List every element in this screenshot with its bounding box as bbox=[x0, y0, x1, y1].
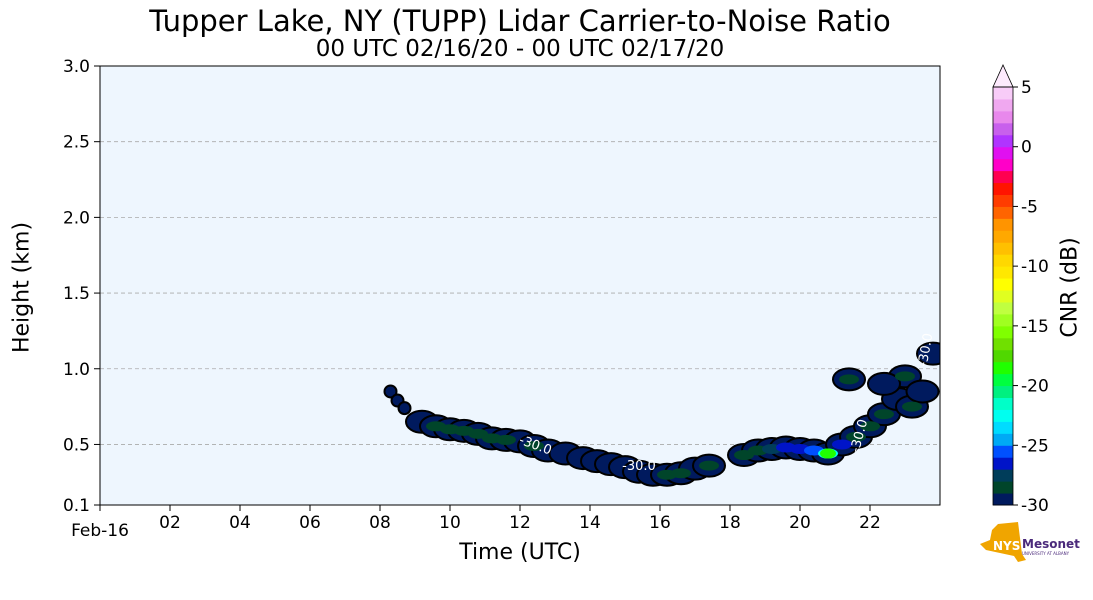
colorbar-band bbox=[993, 218, 1013, 231]
colorbar-band bbox=[993, 146, 1013, 160]
echo-cell bbox=[383, 384, 398, 399]
contour-label: -30.0 bbox=[622, 459, 656, 474]
colorbar-band bbox=[993, 349, 1013, 363]
echo-cell-core bbox=[524, 440, 544, 451]
chart-subtitle: 00 UTC 02/16/20 - 00 UTC 02/17/20 bbox=[315, 36, 725, 62]
colorbar-band bbox=[993, 278, 1013, 291]
colorbar-band bbox=[993, 98, 1013, 112]
y-tick-label: 2.5 bbox=[63, 133, 90, 153]
colorbar-band bbox=[993, 421, 1013, 434]
colorbar-tick-label: -25 bbox=[1021, 436, 1049, 456]
colorbar-band bbox=[993, 445, 1013, 458]
colorbar-band bbox=[993, 493, 1013, 506]
colorbar-band bbox=[993, 254, 1013, 267]
x-tick-label: 18 bbox=[719, 513, 741, 533]
echo-cell-core bbox=[699, 460, 719, 471]
contour-label: -30.0 bbox=[916, 332, 937, 368]
colorbar-band bbox=[993, 373, 1013, 387]
nys-mesonet-logo: NYS Mesonet UNIVERSITY AT ALBANY bbox=[980, 520, 1080, 565]
y-tick-label: 1.0 bbox=[63, 360, 90, 380]
colorbar-band bbox=[993, 158, 1013, 172]
y-tick-label: 2.0 bbox=[63, 208, 90, 228]
colorbar-band bbox=[993, 397, 1013, 410]
echo-cell-core bbox=[874, 409, 894, 420]
x-tick-label: 04 bbox=[229, 513, 251, 533]
colorbar-band bbox=[993, 242, 1013, 255]
colorbar-band bbox=[993, 481, 1013, 494]
echo-cell-core bbox=[839, 374, 859, 385]
x-tick-label: 06 bbox=[299, 513, 321, 533]
colorbar-band bbox=[993, 122, 1013, 136]
colorbar-band bbox=[993, 266, 1013, 279]
echo-cell-core bbox=[496, 434, 516, 445]
colorbar-band bbox=[993, 194, 1013, 207]
x-tick-label: 16 bbox=[649, 513, 671, 533]
colorbar-band bbox=[993, 433, 1013, 446]
x-tick-label: 20 bbox=[789, 513, 811, 533]
x-tick-label: 14 bbox=[579, 513, 601, 533]
colorbar-band bbox=[993, 385, 1013, 399]
echo-cell bbox=[397, 401, 412, 416]
colorbar-tick-label: 0 bbox=[1021, 138, 1032, 158]
svg-text:NYS: NYS bbox=[993, 539, 1020, 553]
echo-layer bbox=[383, 341, 940, 487]
echo-cell bbox=[867, 371, 901, 396]
colorbar-tick-label: 5 bbox=[1021, 78, 1032, 98]
colorbar-band bbox=[993, 325, 1013, 339]
colorbar-band bbox=[993, 290, 1013, 303]
y-tick-label: 1.5 bbox=[63, 284, 90, 304]
y-tick-label: 0.5 bbox=[63, 435, 90, 455]
y-tick-label: 3.0 bbox=[63, 57, 90, 77]
svg-text:UNIVERSITY AT ALBANY: UNIVERSITY AT ALBANY bbox=[1022, 551, 1070, 556]
chart-title: Tupper Lake, NY (TUPP) Lidar Carrier-to-… bbox=[149, 4, 891, 38]
y-tick-label: 0.1 bbox=[63, 496, 90, 516]
echo-cell-core bbox=[846, 431, 866, 442]
colorbar-frame bbox=[992, 86, 1014, 506]
colorbar-tick-label: -10 bbox=[1021, 257, 1049, 277]
colorbar-tick-label: -5 bbox=[1021, 197, 1038, 217]
echo-cell bbox=[905, 379, 940, 404]
colorbar-band bbox=[993, 409, 1013, 422]
colorbar-band bbox=[993, 206, 1013, 219]
x-tick-label: 08 bbox=[369, 513, 391, 533]
echo-cell-peak bbox=[820, 448, 836, 459]
colorbar-band bbox=[993, 182, 1013, 195]
colorbar-band bbox=[993, 110, 1013, 124]
colorbar-band bbox=[993, 170, 1013, 184]
plot-frame bbox=[99, 65, 941, 506]
echo-cell-core bbox=[895, 371, 915, 382]
colorbar-band bbox=[993, 337, 1013, 351]
echo-cell-core bbox=[671, 468, 691, 479]
colorbar-band bbox=[993, 313, 1013, 327]
x-tick-label: 22 bbox=[859, 513, 881, 533]
x-tick-label: 12 bbox=[509, 513, 531, 533]
colorbar-extend-arrow bbox=[992, 64, 1014, 88]
colorbar-band bbox=[993, 134, 1013, 148]
colorbar-tick-label: -15 bbox=[1021, 317, 1049, 337]
x-tick-label: 10 bbox=[439, 513, 461, 533]
colorbar-band bbox=[993, 469, 1013, 482]
echo-cell-core bbox=[832, 439, 852, 450]
echo-cell-core bbox=[860, 421, 880, 432]
x-axis-label: Time (UTC) bbox=[459, 540, 581, 565]
colorbar-tick-label: -30 bbox=[1021, 496, 1049, 516]
colorbar-tick-label: -20 bbox=[1021, 377, 1049, 397]
x-tick-label: Feb-16 bbox=[71, 521, 129, 541]
colorbar-band bbox=[993, 230, 1013, 243]
colorbar-band bbox=[993, 301, 1013, 315]
x-tick-label: 02 bbox=[159, 513, 181, 533]
colorbar-band bbox=[993, 457, 1013, 470]
colorbar-band bbox=[993, 87, 1013, 100]
echo-cell bbox=[916, 341, 940, 366]
svg-text:Mesonet: Mesonet bbox=[1022, 537, 1080, 551]
colorbar-band bbox=[993, 361, 1013, 375]
echo-cell-core bbox=[902, 401, 922, 412]
